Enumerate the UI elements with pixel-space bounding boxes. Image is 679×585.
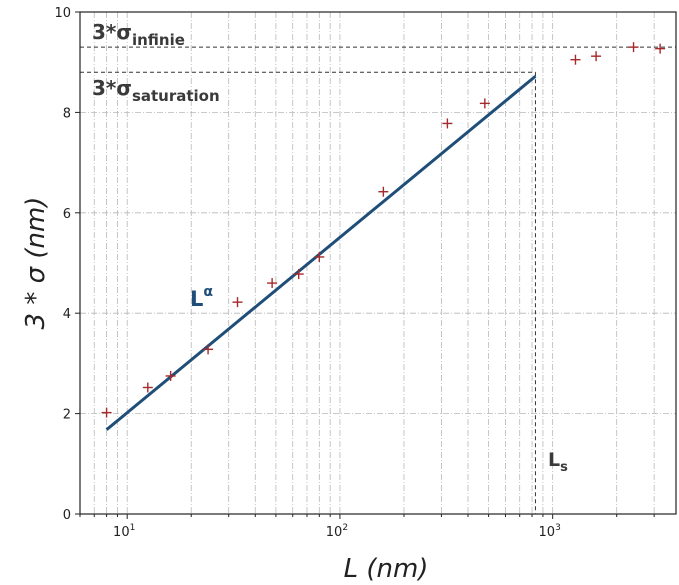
y-tick-label: 8 xyxy=(63,106,71,121)
data-point xyxy=(314,251,325,262)
y-tick-label: 2 xyxy=(63,408,71,423)
data-point xyxy=(267,278,278,289)
y-axis-title: 3 * σ (nm) xyxy=(21,197,51,330)
data-point xyxy=(570,54,581,65)
data-point xyxy=(232,297,243,308)
x-tick-label: 102 xyxy=(326,523,348,540)
data-point xyxy=(442,118,453,129)
data-point xyxy=(101,407,112,418)
data-point xyxy=(628,42,639,53)
x-axis-title: L (nm) xyxy=(344,554,429,584)
data-point xyxy=(165,370,176,381)
data-point xyxy=(203,344,214,355)
y-tick-label: 4 xyxy=(63,307,71,322)
data-point xyxy=(142,382,153,393)
data-point xyxy=(378,186,389,197)
axis-ticks: 0 2 4 6 8 10 101 102 103 xyxy=(54,6,655,540)
ls-label: Ls xyxy=(548,449,568,475)
data-point xyxy=(591,51,602,62)
x-tick-label: 103 xyxy=(539,523,561,540)
data-point xyxy=(655,43,666,54)
reference-lines xyxy=(80,46,676,514)
data-points xyxy=(101,42,666,418)
sigma-infinie-label: 3*σinfinie xyxy=(92,20,185,49)
plot-frame xyxy=(79,11,677,515)
sigma-saturation-label: 3*σsaturation xyxy=(92,76,220,105)
y-tick-label: 0 xyxy=(63,508,71,523)
fit-line-label: Lα xyxy=(190,284,213,311)
y-tick-label: 10 xyxy=(54,6,71,21)
x-tick-label: 101 xyxy=(113,523,135,540)
fit-line xyxy=(105,75,537,431)
data-point xyxy=(479,98,490,109)
y-tick-label: 6 xyxy=(63,207,71,222)
data-point xyxy=(293,269,304,280)
fit-line-path xyxy=(105,75,537,431)
